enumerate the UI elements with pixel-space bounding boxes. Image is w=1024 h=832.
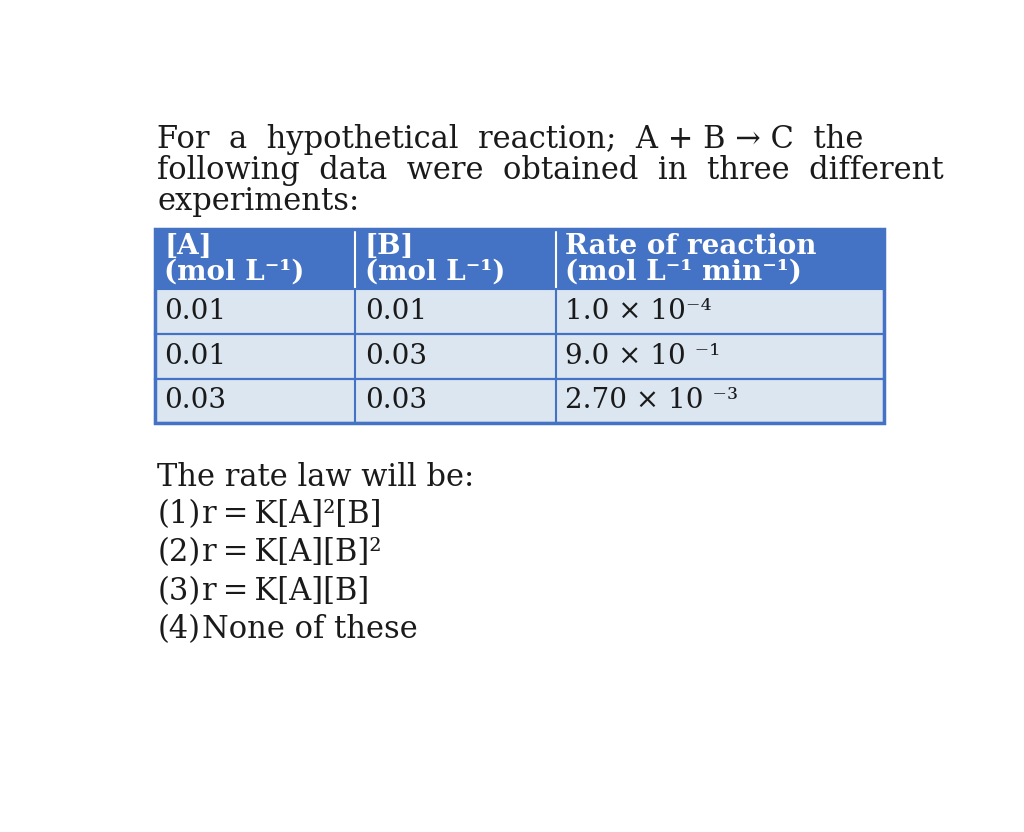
Text: (3): (3) — [158, 576, 201, 607]
Text: r = K[A][B]: r = K[A][B] — [203, 576, 370, 607]
Text: 0.03: 0.03 — [365, 343, 427, 369]
Text: experiments:: experiments: — [158, 186, 359, 217]
Text: Rate of reaction: Rate of reaction — [565, 232, 816, 260]
Text: 0.01: 0.01 — [365, 298, 427, 325]
Text: following  data  were  obtained  in  three  different: following data were obtained in three di… — [158, 156, 944, 186]
Bar — [155, 229, 884, 423]
Text: 0.03: 0.03 — [165, 388, 226, 414]
Bar — [155, 290, 884, 334]
Text: 2.70 × 10 ⁻³: 2.70 × 10 ⁻³ — [565, 388, 738, 414]
Text: (2): (2) — [158, 537, 201, 568]
Text: For  a  hypothetical  reaction;  A + B → C  the: For a hypothetical reaction; A + B → C t… — [158, 125, 864, 156]
Bar — [155, 229, 884, 290]
Text: r = K[A][B]²: r = K[A][B]² — [203, 537, 382, 568]
Text: 9.0 × 10 ⁻¹: 9.0 × 10 ⁻¹ — [565, 343, 721, 369]
Text: [A]: [A] — [165, 232, 212, 260]
Text: (mol L⁻¹ min⁻¹): (mol L⁻¹ min⁻¹) — [565, 259, 802, 286]
Text: r = K[A]²[B]: r = K[A]²[B] — [203, 498, 382, 530]
Text: The rate law will be:: The rate law will be: — [158, 462, 475, 493]
Text: (mol L⁻¹): (mol L⁻¹) — [365, 259, 505, 286]
Text: 0.01: 0.01 — [165, 343, 226, 369]
Text: (4): (4) — [158, 614, 201, 645]
Text: 1.0 × 10⁻⁴: 1.0 × 10⁻⁴ — [565, 298, 712, 325]
Text: (1): (1) — [158, 498, 201, 530]
Text: [B]: [B] — [365, 232, 415, 260]
Text: None of these: None of these — [203, 614, 418, 645]
Text: 0.01: 0.01 — [165, 298, 226, 325]
Text: 0.03: 0.03 — [365, 388, 427, 414]
Bar — [155, 379, 884, 423]
Bar — [155, 334, 884, 379]
Text: (mol L⁻¹): (mol L⁻¹) — [165, 259, 305, 286]
